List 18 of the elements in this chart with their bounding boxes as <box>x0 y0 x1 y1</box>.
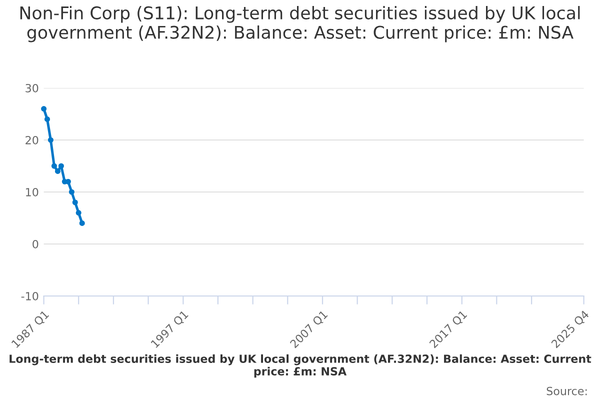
point <box>41 106 47 112</box>
point <box>54 168 61 174</box>
point <box>58 163 64 169</box>
y-tick-label: -10 <box>21 292 38 300</box>
point <box>79 220 85 226</box>
point <box>68 189 74 195</box>
y-tick-label: 10 <box>26 188 38 196</box>
source-note: Source: <box>546 386 587 396</box>
point <box>76 210 82 216</box>
point <box>72 200 78 206</box>
point <box>48 137 54 143</box>
chart-title: Non-Fin Corp (S11): Long-term debt securities issued by UK local government (AF.32N2): Balance: Asset: Current price: £m: NSA <box>20 6 580 42</box>
y-tick-label: 20 <box>26 136 38 144</box>
y-tick-label: 30 <box>26 84 38 92</box>
point <box>44 116 50 122</box>
y-tick-label: 0 <box>32 240 38 248</box>
point <box>51 163 57 169</box>
text: Long-term debt securities issued by UK local government (AF.32N2): Balance: Asset: Current price: £m: NSA <box>10 354 592 378</box>
